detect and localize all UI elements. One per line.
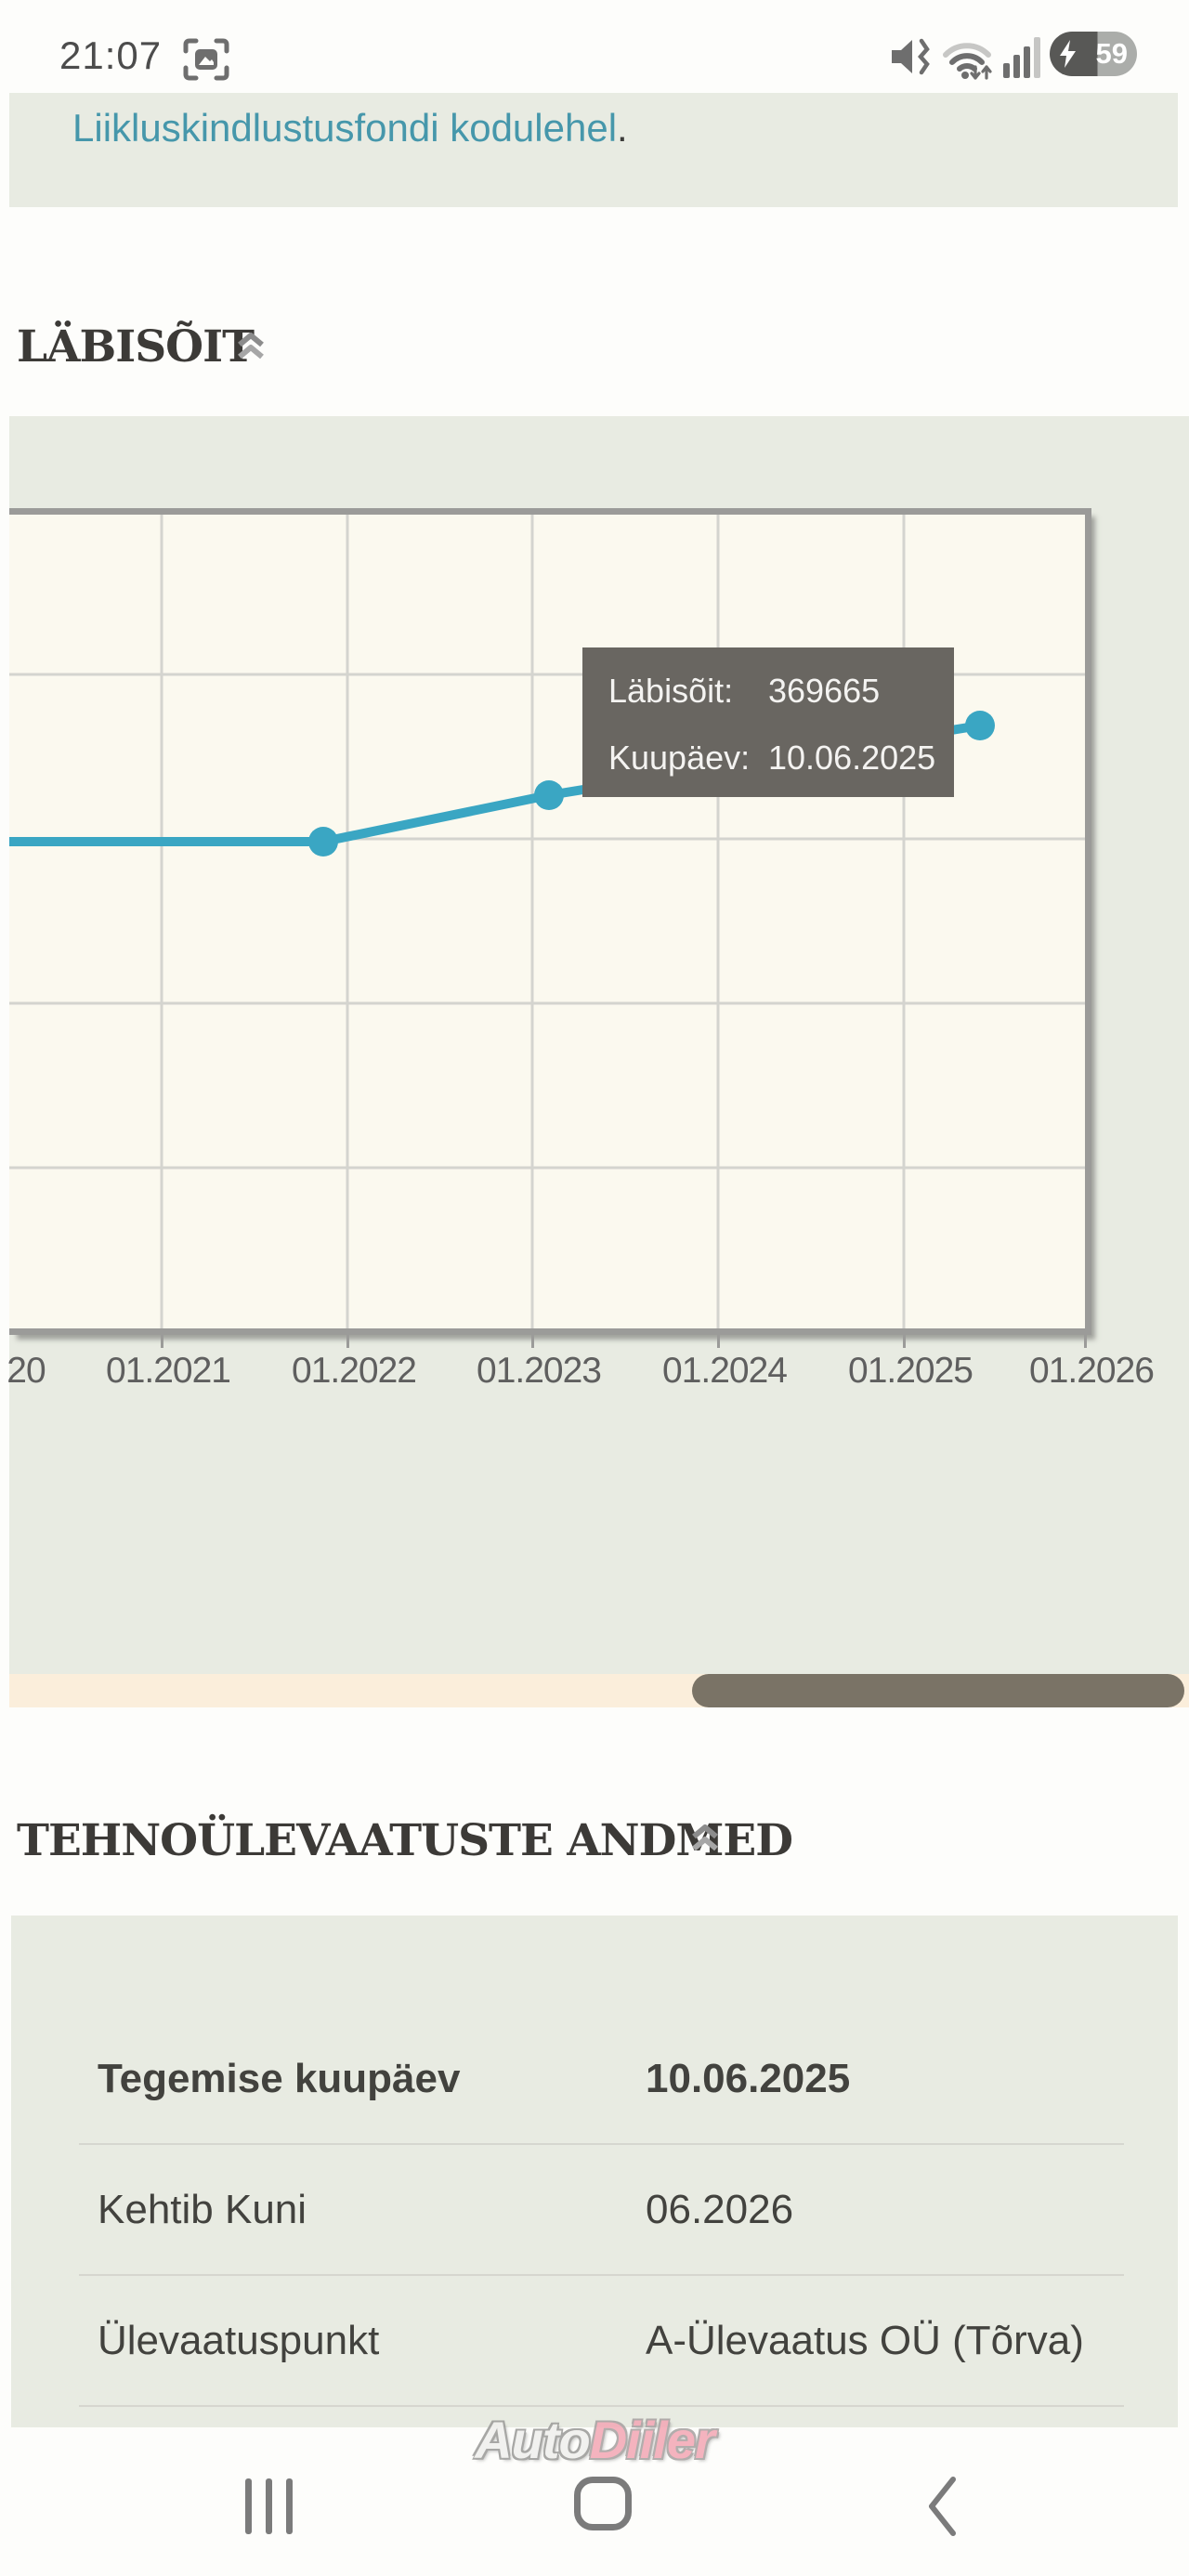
table-row: Kehtib Kuni 06.2026 <box>79 2145 1124 2276</box>
inspection-table: Tegemise kuupäev 10.06.2025 Kehtib Kuni 06.… <box>79 2014 1124 2407</box>
x-axis-label: 01.2025 <box>848 1351 973 1391</box>
data-point[interactable] <box>965 711 995 740</box>
x-axis-tick <box>346 1335 349 1348</box>
tooltip-label: Läbisõit: <box>608 672 734 710</box>
data-point[interactable] <box>308 827 338 856</box>
chart-scrollbar-thumb[interactable] <box>692 1674 1184 1707</box>
cell-signal-icon <box>1003 37 1040 78</box>
mileage-section-heading[interactable]: LÄBISÕIT <box>17 321 255 373</box>
intro-card: Liikluskindlustusfondi kodulehel. <box>9 93 1178 207</box>
table-row: Tegemise kuupäev 10.06.2025 <box>79 2014 1124 2145</box>
intro-text: Liikluskindlustusfondi kodulehel. <box>72 104 628 152</box>
wifi-updown-icon <box>943 43 992 80</box>
x-axis-label: 01.2021 <box>106 1351 231 1391</box>
row-value: A-Ülevaatus OÜ (Tõrva) <box>646 2317 1084 2363</box>
row-label: Kehtib Kuni <box>98 2186 307 2232</box>
tooltip-row: Läbisõit: 369665 <box>608 670 945 713</box>
mileage-chart-card: 20 01.2021 01.2022 01.2023 01.2024 01.2025 01.… <box>7 416 1189 1707</box>
watermark-diiler: Diiler <box>589 2411 715 2469</box>
mute-vibrate-icon <box>892 38 930 75</box>
battery-charging-icon: 59 <box>1050 32 1137 76</box>
autodiiler-watermark: AutoDiiler <box>0 2410 1189 2470</box>
x-axis-label: 20 <box>7 1351 46 1391</box>
x-axis-tick <box>1084 1335 1087 1348</box>
row-label: Ülevaatuspunkt <box>98 2317 380 2363</box>
x-axis-label: 01.2023 <box>477 1351 602 1391</box>
sentence-period: . <box>617 106 628 150</box>
collapse-chevrons-up-icon[interactable] <box>235 333 267 360</box>
lightning-bolt-icon <box>1060 40 1076 68</box>
x-axis-tick <box>161 1335 163 1348</box>
watermark-auto: Auto <box>475 2411 591 2469</box>
row-value: 06.2026 <box>646 2186 794 2232</box>
android-nav-bar <box>0 2466 1189 2576</box>
battery-percent: 59 <box>1095 37 1128 70</box>
back-button[interactable] <box>925 2475 959 2538</box>
inspections-section-heading[interactable]: TEHNOÜLEVAATUSTE ANDMED <box>17 1815 793 1866</box>
collapse-chevrons-up-icon[interactable] <box>689 1824 721 1852</box>
chart-tooltip: Läbisõit: 369665 Kuupäev: 10.06.2025 <box>582 647 954 797</box>
row-value: 10.06.2025 <box>646 2055 851 2101</box>
chart-plot[interactable] <box>9 515 1085 1328</box>
screenshot-icon <box>183 38 229 81</box>
x-axis-tick <box>903 1335 906 1348</box>
home-button[interactable] <box>574 2477 632 2530</box>
chart-scrollbar-track[interactable] <box>9 1674 1189 1707</box>
inspection-data-card: Tegemise kuupäev 10.06.2025 Kehtib Kuni 06.… <box>11 1916 1178 2427</box>
x-axis-tick <box>717 1335 720 1348</box>
tooltip-row: Kuupäev: 10.06.2025 <box>608 737 945 779</box>
tooltip-value: 369665 <box>768 672 881 710</box>
x-axis-label: 01.2024 <box>662 1351 788 1391</box>
table-row: Ülevaatuspunkt A-Ülevaatus OÜ (Tõrva) <box>79 2276 1124 2407</box>
mileage-chart[interactable] <box>9 508 1091 1335</box>
x-axis-tick <box>531 1335 534 1348</box>
liikluskindlustusfond-link[interactable]: Liikluskindlustusfondi kodulehel <box>72 106 618 150</box>
tooltip-value: 10.06.2025 <box>768 739 936 777</box>
x-axis-label: 01.2022 <box>292 1351 417 1391</box>
recents-button[interactable] <box>245 2478 294 2534</box>
data-point[interactable] <box>534 780 564 810</box>
status-bar: 21:07 <box>0 0 1189 93</box>
x-axis-label: 01.2026 <box>1029 1351 1155 1391</box>
tooltip-label: Kuupäev: <box>608 739 751 777</box>
row-label: Tegemise kuupäev <box>98 2055 461 2101</box>
clock: 21:07 <box>59 33 163 77</box>
